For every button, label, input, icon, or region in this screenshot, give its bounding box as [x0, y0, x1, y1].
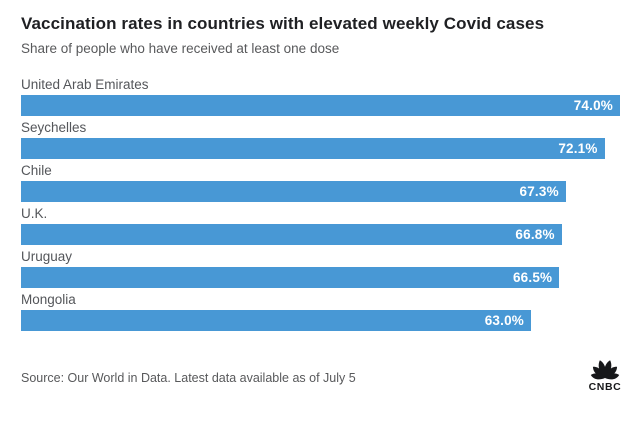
country-label: Seychelles — [21, 120, 87, 135]
bar-track: 74.0% — [21, 95, 620, 116]
bar: 66.8% — [21, 224, 562, 245]
chart-subtitle: Share of people who have received at lea… — [21, 41, 340, 56]
bar-row: Seychelles 72.1% — [21, 121, 620, 159]
bar-track: 66.5% — [21, 267, 620, 288]
bar: 67.3% — [21, 181, 566, 202]
value-label: 74.0% — [573, 98, 613, 113]
bar-row: United Arab Emirates 74.0% — [21, 78, 620, 116]
value-label: 67.3% — [519, 184, 559, 199]
bar: 72.1% — [21, 138, 605, 159]
value-label: 72.1% — [558, 141, 598, 156]
bar-row: Mongolia 63.0% — [21, 293, 620, 331]
value-label: 66.5% — [512, 270, 553, 285]
value-label: 66.8% — [515, 227, 555, 242]
cnbc-wordmark: CNBC — [589, 381, 622, 393]
country-label: Mongolia — [21, 292, 76, 307]
country-label: Chile — [21, 163, 52, 178]
cnbc-peacock-icon: CNBC — [589, 360, 622, 393]
bar-track: 67.3% — [21, 181, 620, 202]
value-label: 63.0% — [484, 313, 524, 328]
bar-track: 72.1% — [21, 138, 620, 159]
bar-chart: United Arab Emirates 74.0% Seychelles 72… — [21, 78, 620, 331]
country-label: U.K. — [21, 206, 48, 221]
chart-header: Vaccination rates in countries with elev… — [0, 0, 643, 57]
source-note: Source: Our World in Data. Latest data a… — [21, 371, 356, 385]
country-label: United Arab Emirates — [21, 77, 149, 92]
chart-title: Vaccination rates in countries with elev… — [21, 14, 545, 33]
bar-row: Uruguay 66.5% — [21, 250, 620, 288]
bar: 63.0% — [21, 310, 531, 331]
bar-track: 66.8% — [21, 224, 620, 245]
bar-row: U.K. 66.8% — [21, 207, 620, 245]
bar: 66.5% — [21, 267, 560, 288]
country-label: Uruguay — [21, 249, 73, 264]
cnbc-logo: CNBC — [589, 360, 622, 393]
bar-row: Chile 67.3% — [21, 164, 620, 202]
bar-track: 63.0% — [21, 310, 620, 331]
bar: 74.0% — [21, 95, 620, 116]
